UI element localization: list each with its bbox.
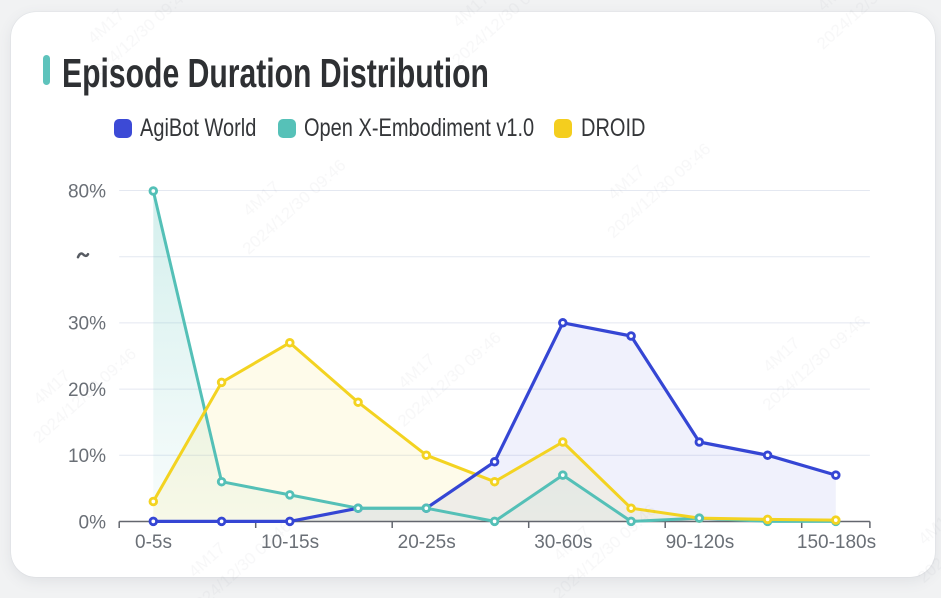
svg-text:0%: 0%: [79, 512, 107, 533]
svg-text:30%: 30%: [68, 314, 106, 335]
svg-text:10-15s: 10-15s: [261, 532, 319, 553]
svg-text:90-120s: 90-120s: [666, 532, 735, 553]
svg-text:150-180s: 150-180s: [797, 532, 876, 553]
svg-text:0-5s: 0-5s: [135, 532, 172, 553]
svg-text:20-25s: 20-25s: [398, 532, 456, 553]
svg-text:30-60s: 30-60s: [534, 532, 592, 553]
svg-text:80%: 80%: [68, 181, 106, 202]
svg-text:10%: 10%: [68, 446, 106, 467]
svg-text:20%: 20%: [68, 380, 106, 401]
